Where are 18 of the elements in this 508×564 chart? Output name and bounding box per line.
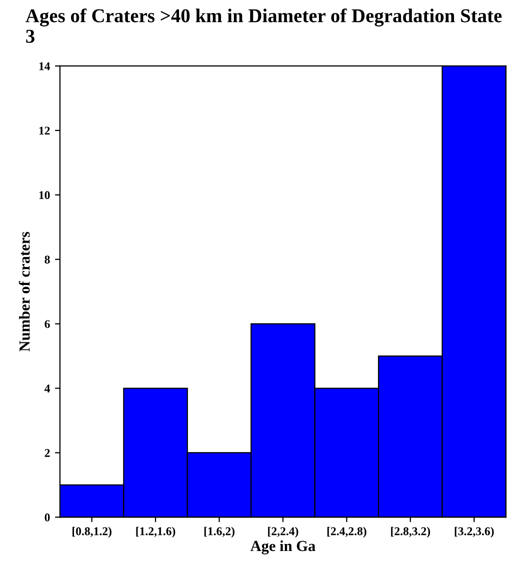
- x-tick-label: [1.6,2): [204, 526, 234, 538]
- x-axis-title: Age in Ga: [250, 540, 316, 554]
- y-tick-label: 8: [44, 256, 50, 264]
- x-tick-label: [3.2,3.6): [454, 526, 494, 538]
- y-tick-label: 0: [44, 513, 50, 522]
- y-tick-label: 4: [44, 384, 50, 392]
- y-tick-label: 12: [39, 126, 50, 135]
- y-tick-label: 10: [39, 191, 50, 200]
- chart-title: Ages of Craters >40 km in Diameter of Degradation State 3: [26, 8, 502, 43]
- y-axis-title: Number of craters: [18, 232, 30, 352]
- x-tick-label: [0.8,1.2): [72, 526, 112, 538]
- y-tick-label: 14: [39, 62, 50, 70]
- y-tick-label: 6: [44, 320, 50, 328]
- y-tick-label: 2: [44, 449, 50, 457]
- x-tick-label: [1.2,1.6): [136, 526, 176, 538]
- x-tick-label: [2.8,3.2): [391, 526, 430, 538]
- x-tick-label: [2,2.4): [268, 526, 298, 538]
- x-tick-label: [2.4,2.8): [327, 526, 366, 538]
